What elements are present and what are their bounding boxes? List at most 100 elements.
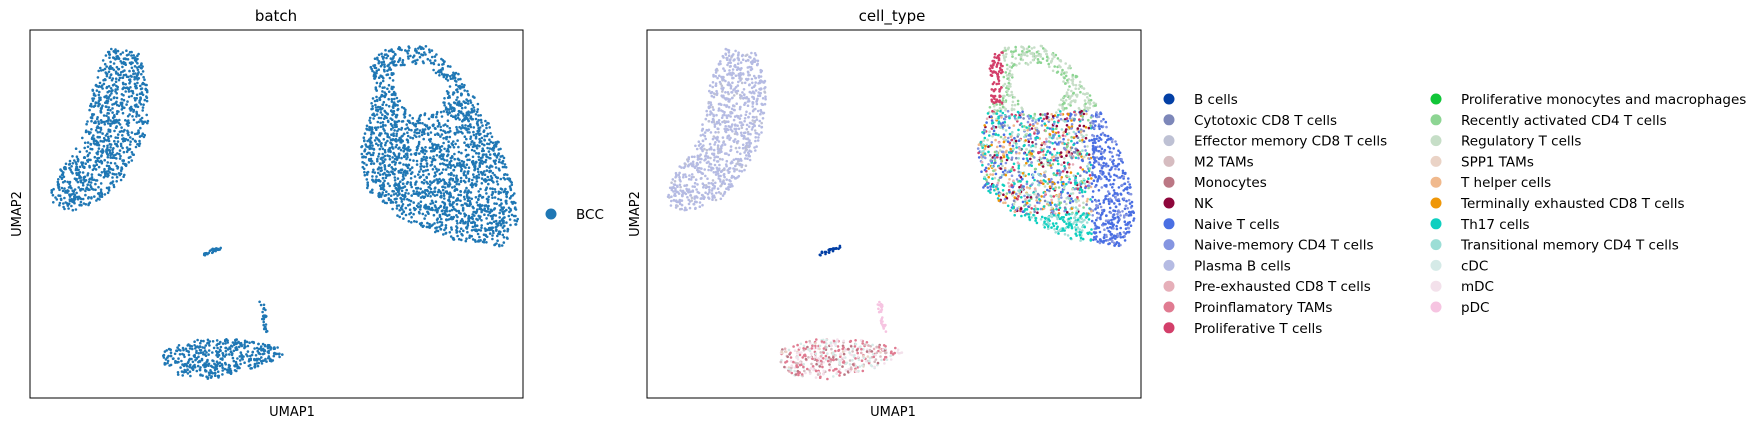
point-bcc	[240, 357, 244, 360]
point-bcc	[457, 100, 461, 103]
point-bcc	[400, 128, 403, 131]
point-bcc	[451, 203, 454, 206]
point-bcc	[216, 346, 219, 350]
point-bcc	[128, 69, 131, 73]
point-bcc	[414, 122, 418, 126]
point-bcc	[127, 148, 131, 151]
point-regulatory-t-cells	[991, 135, 994, 138]
point-plasma-b-cells	[720, 116, 724, 119]
point-bcc	[98, 195, 102, 198]
point-bcc	[414, 59, 417, 62]
point-transitional-memory-cd4-t-cells	[1066, 234, 1070, 237]
point-bcc	[455, 98, 458, 102]
point-bcc	[423, 178, 426, 182]
point-regulatory-t-cells	[982, 139, 985, 142]
point-bcc	[453, 189, 457, 192]
point-bcc	[80, 161, 83, 164]
point-plasma-b-cells	[735, 102, 738, 105]
point-effector-memory-cd8-t-cells	[711, 105, 714, 109]
point-plasma-b-cells	[730, 91, 734, 94]
point-bcc	[464, 220, 467, 224]
point-plasma-b-cells	[695, 188, 698, 191]
point-bcc	[136, 105, 140, 109]
point-bcc	[176, 371, 180, 374]
point-bcc	[479, 194, 482, 197]
point-bcc	[133, 82, 137, 86]
point-bcc	[256, 357, 260, 361]
point-bcc	[113, 102, 116, 106]
point-bcc	[483, 138, 486, 142]
point-bcc	[422, 165, 426, 168]
point-plasma-b-cells	[718, 74, 721, 78]
point-plasma-b-cells	[713, 123, 717, 126]
point-bcc	[219, 357, 222, 361]
point-plasma-b-cells	[731, 161, 734, 164]
point-proliferative-t-cells	[1019, 209, 1022, 213]
point-plasma-b-cells	[729, 58, 732, 61]
point-bcc	[441, 212, 445, 216]
point-bcc	[454, 117, 458, 121]
point-bcc	[377, 171, 380, 175]
point-bcc	[509, 223, 512, 227]
point-bcc	[407, 57, 410, 60]
point-bcc	[476, 167, 480, 171]
point-plasma-b-cells	[723, 152, 727, 155]
point-bcc	[459, 193, 463, 197]
point-bcc	[498, 158, 501, 161]
point-bcc	[446, 124, 449, 128]
point-plasma-b-cells	[703, 131, 707, 134]
point-plasma-b-cells	[732, 158, 736, 162]
point-bcc	[415, 148, 419, 152]
point-plasma-b-cells	[732, 104, 735, 107]
point-naive-t-cells	[1071, 200, 1075, 203]
point-bcc	[370, 133, 373, 136]
point-plasma-b-cells	[754, 59, 757, 62]
point-bcc	[489, 140, 493, 144]
point-bcc	[132, 118, 136, 122]
point-bcc	[500, 218, 504, 222]
point-bcc	[232, 359, 236, 363]
point-bcc	[100, 121, 103, 124]
point-bcc	[75, 191, 78, 195]
point-bcc	[409, 172, 413, 175]
point-bcc	[455, 182, 459, 186]
point-bcc	[134, 84, 138, 88]
point-bcc	[366, 183, 370, 186]
point-bcc	[419, 47, 423, 51]
point-bcc	[88, 108, 91, 112]
point-plasma-b-cells	[747, 116, 750, 119]
point-bcc	[168, 364, 171, 367]
point-bcc	[136, 68, 140, 72]
point-bcc	[60, 177, 64, 181]
point-bcc	[106, 144, 109, 148]
point-bcc	[455, 128, 459, 131]
point-bcc	[377, 68, 381, 71]
point-bcc	[393, 60, 396, 63]
point-recently-activated-cd4-t-cells	[1002, 75, 1006, 79]
point-plasma-b-cells	[695, 161, 699, 165]
point-proliferative-t-cells	[995, 99, 998, 102]
point-bcc	[79, 188, 82, 191]
point-naive-t-cells	[1099, 213, 1103, 217]
point-bcc	[245, 340, 249, 344]
point-t-helper-cells	[991, 173, 995, 176]
point-bcc	[176, 373, 180, 376]
point-bcc	[125, 75, 129, 78]
point-bcc	[132, 56, 136, 60]
point-bcc	[447, 198, 451, 201]
point-bcc	[440, 153, 444, 156]
point-bcc	[202, 339, 205, 343]
point-bcc	[233, 364, 237, 368]
point-plasma-b-cells	[694, 207, 697, 210]
point-bcc	[179, 366, 182, 369]
point-bcc	[213, 362, 216, 366]
point-bcc	[73, 188, 77, 191]
point-bcc	[383, 171, 386, 175]
point-plasma-b-cells	[703, 168, 706, 171]
point-plasma-b-cells	[738, 169, 741, 173]
point-recently-activated-cd4-t-cells	[1079, 90, 1082, 94]
point-plasma-b-cells	[731, 130, 734, 133]
point-bcc	[491, 196, 494, 199]
point-bcc	[138, 135, 142, 138]
point-bcc	[431, 208, 435, 212]
